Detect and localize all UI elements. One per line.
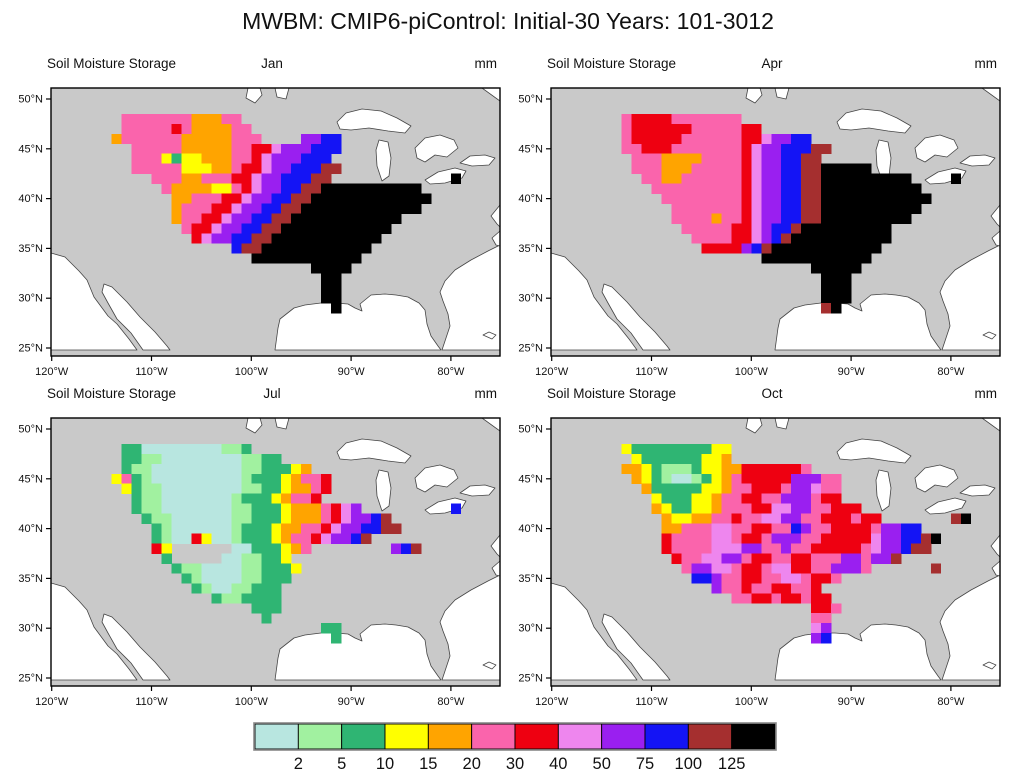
panel-variable-label: Soil Moisture Storage [47,386,177,401]
svg-text:15: 15 [419,755,437,773]
panel-jan: Soil Moisture Storage Jan mm 120°W 110°W 1… [0,52,508,382]
svg-text:25°N: 25°N [518,673,543,685]
svg-text:120°W: 120°W [35,696,69,708]
panel-header: Soil Moisture Storage Jan mm [47,56,497,82]
svg-text:100°W: 100°W [735,366,769,378]
map-jul: 120°W 110°W 100°W 90°W 80°W 50°N 45°N 40°N 35°N 3… [18,417,501,708]
svg-text:50°N: 50°N [18,424,43,436]
panel-variable-label: Soil Moisture Storage [547,386,677,401]
svg-text:90°W: 90°W [338,366,366,378]
colorbar-block: 2 5 10 15 20 30 40 50 75 100 125 [245,722,785,776]
svg-text:50: 50 [593,755,611,773]
svg-text:100°W: 100°W [235,366,269,378]
svg-text:100°W: 100°W [735,696,769,708]
svg-text:35°N: 35°N [518,573,543,585]
svg-text:2: 2 [294,755,303,773]
panel-month-label: Oct [761,386,783,401]
svg-text:45°N: 45°N [518,473,543,485]
panel-apr: Soil Moisture Storage Apr mm 120°W 110°W 1… [500,52,1008,382]
panel-header: Soil Moisture Storage Oct mm [547,386,997,412]
panel-header: Soil Moisture Storage Apr mm [547,56,997,82]
svg-text:30°N: 30°N [518,623,543,635]
svg-text:110°W: 110°W [135,366,168,378]
svg-text:80°W: 80°W [437,366,465,378]
svg-text:90°W: 90°W [838,366,866,378]
map-jan: 120°W 110°W 100°W 90°W 80°W 50°N 45°N 40°N 35°N 3… [18,87,501,378]
panel-month-label: Jul [263,386,281,401]
svg-text:45°N: 45°N [18,473,43,485]
svg-text:120°W: 120°W [35,366,69,378]
svg-text:45°N: 45°N [18,143,43,155]
colorbar: 2 5 10 15 20 30 40 50 75 100 125 [253,722,777,773]
map-apr: 120°W 110°W 100°W 90°W 80°W 50°N 45°N 40°N 35°N 3… [518,87,1001,378]
svg-text:25°N: 25°N [18,673,43,685]
svg-text:30°N: 30°N [518,293,543,305]
svg-text:10: 10 [376,755,394,773]
svg-text:40°N: 40°N [518,523,543,535]
svg-text:20: 20 [463,755,481,773]
panel-jul: Soil Moisture Storage Jul mm 120°W 110°W 1… [0,382,508,712]
svg-text:45°N: 45°N [518,143,543,155]
svg-text:80°W: 80°W [937,366,965,378]
figure-title: MWBM: CMIP6-piControl: Initial-30 Years:… [242,8,774,34]
svg-text:110°W: 110°W [135,696,168,708]
svg-text:50°N: 50°N [518,424,543,436]
svg-text:40°N: 40°N [18,523,43,535]
svg-text:125: 125 [718,755,746,773]
svg-text:120°W: 120°W [535,366,569,378]
svg-text:30°N: 30°N [18,623,43,635]
svg-text:35°N: 35°N [18,243,43,255]
svg-text:40: 40 [549,755,567,773]
svg-text:110°W: 110°W [635,366,668,378]
svg-text:50°N: 50°N [18,94,43,106]
svg-text:100°W: 100°W [235,696,269,708]
svg-text:90°W: 90°W [838,696,866,708]
panel-units-label: mm [974,56,998,71]
svg-text:80°W: 80°W [937,696,965,708]
svg-text:80°W: 80°W [437,696,465,708]
panel-variable-label: Soil Moisture Storage [547,56,677,71]
panel-month-label: Apr [761,56,783,71]
svg-text:100: 100 [675,755,703,773]
svg-text:120°W: 120°W [535,696,569,708]
panel-units-label: mm [474,56,498,71]
svg-text:25°N: 25°N [518,343,543,355]
svg-text:40°N: 40°N [518,193,543,205]
panel-units-label: mm [474,386,498,401]
svg-text:30°N: 30°N [18,293,43,305]
svg-text:40°N: 40°N [18,193,43,205]
panel-variable-label: Soil Moisture Storage [47,56,177,71]
panel-month-label: Jan [261,56,283,71]
svg-text:90°W: 90°W [338,696,366,708]
svg-text:75: 75 [636,755,654,773]
svg-text:35°N: 35°N [518,243,543,255]
svg-text:5: 5 [337,755,346,773]
svg-text:25°N: 25°N [18,343,43,355]
svg-text:35°N: 35°N [18,573,43,585]
svg-text:50°N: 50°N [518,94,543,106]
panel-oct: Soil Moisture Storage Oct mm 120°W 110°W 1… [500,382,1008,712]
svg-text:30: 30 [506,755,524,773]
map-oct: 120°W 110°W 100°W 90°W 80°W 50°N 45°N 40°N 35°N 3… [518,417,1001,708]
svg-text:110°W: 110°W [635,696,668,708]
panel-units-label: mm [974,386,998,401]
panel-header: Soil Moisture Storage Jul mm [47,386,497,412]
